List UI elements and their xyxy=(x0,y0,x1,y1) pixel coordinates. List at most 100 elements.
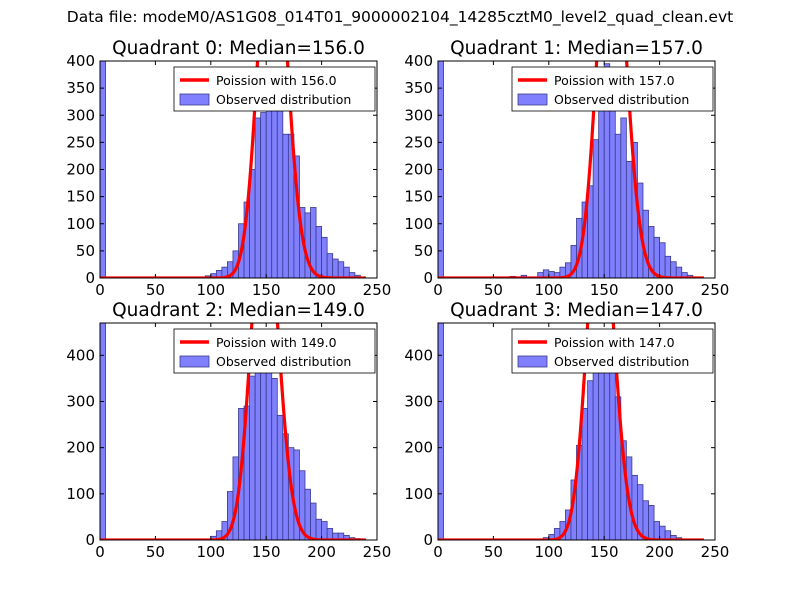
histogram-bars xyxy=(100,323,361,540)
histogram-bar xyxy=(659,242,666,278)
x-tick-label: 0 xyxy=(95,543,105,561)
histogram-bar xyxy=(642,500,649,540)
y-tick-label: 0 xyxy=(423,531,433,549)
y-tick-label: 100 xyxy=(404,215,433,233)
y-tick-label: 300 xyxy=(404,106,433,124)
legend-label-poisson: Poission with 157.0 xyxy=(554,73,675,88)
x-tick-label: 200 xyxy=(307,543,336,561)
legend-label-poisson: Poission with 147.0 xyxy=(554,335,675,350)
x-tick-label: 150 xyxy=(252,543,281,561)
legend-bar-swatch xyxy=(179,93,210,106)
x-tick-label: 250 xyxy=(363,281,392,299)
y-tick-label: 200 xyxy=(404,161,433,179)
legend-label-observed: Observed distribution xyxy=(554,92,689,107)
x-tick-label: 100 xyxy=(196,281,225,299)
histogram-bar xyxy=(332,258,339,278)
y-tick-label: 350 xyxy=(66,79,95,97)
subplot-quadrant-0: 0 50 100 150 200 250 0 50 100 150 200 250 300 350 400 Q… xyxy=(66,38,392,299)
subplot-quadrant-2: 0 50 100 150 200 250 0 100 200 300 400 Quadrant 2: … xyxy=(66,300,392,561)
x-tick-label: 0 xyxy=(95,281,105,299)
legend: Poission with 147.0 Observed distribution xyxy=(511,328,714,374)
subplot-title: Quadrant 3: Median=147.0 xyxy=(450,300,703,321)
histogram-bar xyxy=(326,253,334,278)
histogram-bar xyxy=(648,504,655,540)
histogram-bar xyxy=(249,375,256,540)
histogram-bar xyxy=(620,117,627,278)
x-tick-label: 50 xyxy=(146,281,165,299)
histogram-bar xyxy=(653,521,660,540)
y-tick-label: 50 xyxy=(414,242,433,260)
y-tick-label: 400 xyxy=(66,52,95,70)
x-tick-label: 0 xyxy=(433,281,443,299)
y-tick-label: 400 xyxy=(404,346,433,364)
y-tick-label: 300 xyxy=(66,106,95,124)
histogram-bar xyxy=(100,61,106,278)
histogram-bar xyxy=(282,133,289,278)
x-tick-label: 100 xyxy=(196,543,225,561)
y-tick-label: 100 xyxy=(404,485,433,503)
y-tick-label: 0 xyxy=(85,269,95,287)
histogram-bar xyxy=(260,350,267,540)
legend-bar-swatch xyxy=(179,355,210,368)
histogram-bar xyxy=(587,380,594,540)
y-tick-label: 100 xyxy=(66,215,95,233)
y-tick-label: 150 xyxy=(404,188,433,206)
y-tick-label: 100 xyxy=(66,485,95,503)
histogram-bar xyxy=(100,323,106,540)
y-tick-label: 300 xyxy=(404,392,433,410)
subplot-title: Quadrant 1: Median=157.0 xyxy=(450,38,703,59)
legend-label-poisson: Poission with 149.0 xyxy=(216,335,337,350)
histogram-bar xyxy=(321,521,328,540)
histogram-bar xyxy=(343,266,350,278)
histogram-bar xyxy=(609,366,616,540)
legend: Poission with 149.0 Observed distribution xyxy=(173,328,376,374)
histogram-bar xyxy=(670,261,677,278)
legend: Poission with 157.0 Observed distribution xyxy=(511,66,714,112)
legend: Poission with 156.0 Observed distribution xyxy=(173,66,376,112)
y-tick-label: 400 xyxy=(404,52,433,70)
histogram-bar xyxy=(260,112,267,278)
histogram-bar xyxy=(265,359,273,540)
x-tick-label: 250 xyxy=(363,543,392,561)
legend-bar-swatch xyxy=(517,93,548,106)
histogram-bar xyxy=(603,345,611,540)
histogram-bar xyxy=(326,528,334,540)
x-tick-label: 200 xyxy=(645,281,674,299)
histogram-bar xyxy=(438,61,444,278)
y-tick-label: 200 xyxy=(66,439,95,457)
x-tick-label: 250 xyxy=(701,281,730,299)
y-tick-label: 150 xyxy=(66,188,95,206)
histogram-bar xyxy=(315,226,322,278)
y-tick-label: 300 xyxy=(66,392,95,410)
axes-frame xyxy=(437,322,716,541)
subplot-quadrant-1: 0 50 100 150 200 250 0 50 100 150 200 250 300 350 400 Q… xyxy=(404,38,730,299)
y-tick-label: 250 xyxy=(66,133,95,151)
y-tick-label: 400 xyxy=(66,346,95,364)
x-tick-label: 150 xyxy=(590,543,619,561)
y-tick-label: 200 xyxy=(66,161,95,179)
histogram-bar xyxy=(271,378,278,540)
histogram-bar xyxy=(664,255,672,278)
subplot-title: Quadrant 0: Median=156.0 xyxy=(112,38,365,59)
x-tick-label: 250 xyxy=(701,543,730,561)
x-tick-label: 50 xyxy=(146,543,165,561)
x-tick-label: 200 xyxy=(307,281,336,299)
y-tick-label: 0 xyxy=(423,269,433,287)
histogram-bar xyxy=(276,98,284,278)
histogram-bar xyxy=(438,323,444,540)
y-tick-label: 50 xyxy=(76,242,95,260)
y-tick-label: 350 xyxy=(404,79,433,97)
x-tick-label: 100 xyxy=(534,281,563,299)
figure-suptitle: Data file: modeM0/AS1G08_014T01_90000021… xyxy=(66,8,734,26)
histogram-bar xyxy=(254,117,262,278)
subplot-title: Quadrant 2: Median=149.0 xyxy=(112,300,365,321)
y-tick-label: 200 xyxy=(404,439,433,457)
histogram-bar xyxy=(276,414,284,540)
x-tick-label: 50 xyxy=(484,281,503,299)
legend-label-observed: Observed distribution xyxy=(554,354,689,369)
x-tick-label: 150 xyxy=(252,281,281,299)
histogram-bar xyxy=(581,408,588,540)
x-tick-label: 150 xyxy=(590,281,619,299)
legend-label-poisson: Poission with 156.0 xyxy=(216,73,337,88)
legend-label-observed: Observed distribution xyxy=(216,92,351,107)
